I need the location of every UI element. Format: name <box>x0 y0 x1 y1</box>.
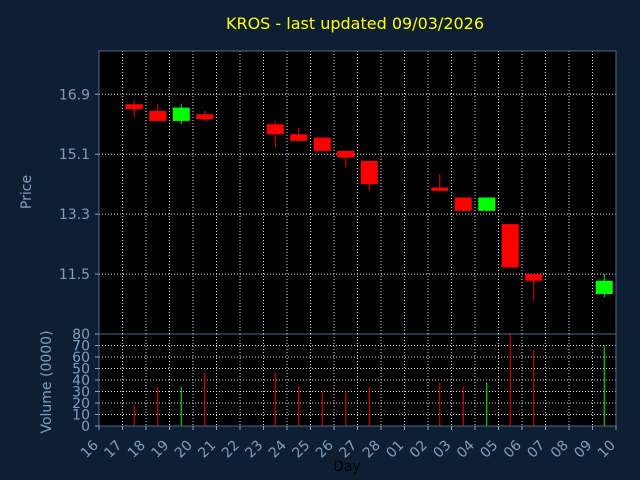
candle-body <box>431 187 449 191</box>
candle-body <box>454 197 472 211</box>
day-tick-label: 05 <box>477 438 501 462</box>
candle-body <box>478 197 496 211</box>
volume-tick-label: 60 <box>72 350 90 366</box>
candle-body <box>313 137 331 151</box>
day-tick-label: 01 <box>383 438 407 462</box>
x-axis-label: Day <box>333 459 361 475</box>
candle-body <box>360 160 378 185</box>
candle-body <box>595 280 613 295</box>
day-tick-label: 06 <box>501 437 525 461</box>
grid-lines <box>99 51 616 426</box>
day-tick-label: 03 <box>430 438 454 462</box>
candle-body <box>501 224 519 268</box>
price-tick-label: 13.3 <box>59 207 90 223</box>
price-axis-label: Price <box>19 175 35 209</box>
day-tick-label: 23 <box>242 438 266 462</box>
day-tick-label: 17 <box>101 438 125 462</box>
day-tick-label: 21 <box>195 438 219 462</box>
volume-bars <box>133 334 605 426</box>
day-tick-label: 04 <box>454 437 478 461</box>
candle-body <box>196 114 214 120</box>
volume-tick-label: 50 <box>72 362 90 378</box>
candles <box>125 100 613 301</box>
volume-tick-label: 70 <box>72 339 90 355</box>
price-tick-label: 15.1 <box>59 147 90 163</box>
day-tick-label: 20 <box>172 438 196 462</box>
day-tick-label: 24 <box>266 437 290 461</box>
candle-body <box>525 274 543 281</box>
day-tick-label: 19 <box>148 438 172 462</box>
volume-tick-label: 40 <box>72 373 90 389</box>
day-tick-label: 02 <box>407 438 431 462</box>
chart-title: KROS - last updated 09/03/2026 <box>226 14 484 33</box>
day-tick-label: 07 <box>524 438 548 462</box>
day-tick-label: 27 <box>336 438 360 462</box>
price-tick-label: 11.5 <box>59 267 90 283</box>
volume-tick-label: 10 <box>72 408 90 424</box>
day-tick-label: 09 <box>571 438 595 462</box>
candle-body <box>149 110 167 121</box>
candle-body <box>266 124 284 135</box>
day-tick-label: 08 <box>548 438 572 462</box>
volume-tick-label: 30 <box>72 385 90 401</box>
volume-axis-label: Volume (0000) <box>39 330 55 433</box>
candle-body <box>337 150 355 158</box>
day-tick-label: 10 <box>595 438 619 462</box>
day-tick-label: 22 <box>219 438 243 462</box>
volume-tick-label: 20 <box>72 396 90 412</box>
day-tick-label: 16 <box>78 437 102 461</box>
price-y-ticks: 16.9 15.1 13.3 11.5 <box>59 87 99 283</box>
candle-body <box>125 104 143 110</box>
day-tick-label: 18 <box>125 438 149 462</box>
day-tick-label: 25 <box>289 438 313 462</box>
volume-tick-label: 0 <box>81 419 90 435</box>
day-tick-label: 28 <box>360 438 384 462</box>
day-x-ticks: 16 17 18 19 20 21 22 23 24 25 26 27 28 01 02 03 04 05 06 07… <box>78 426 619 461</box>
candle-body <box>172 107 190 121</box>
volume-tick-label: 80 <box>72 327 90 343</box>
day-tick-label: 26 <box>313 437 337 461</box>
candle-body <box>290 134 308 141</box>
price-tick-label: 16.9 <box>59 87 90 103</box>
